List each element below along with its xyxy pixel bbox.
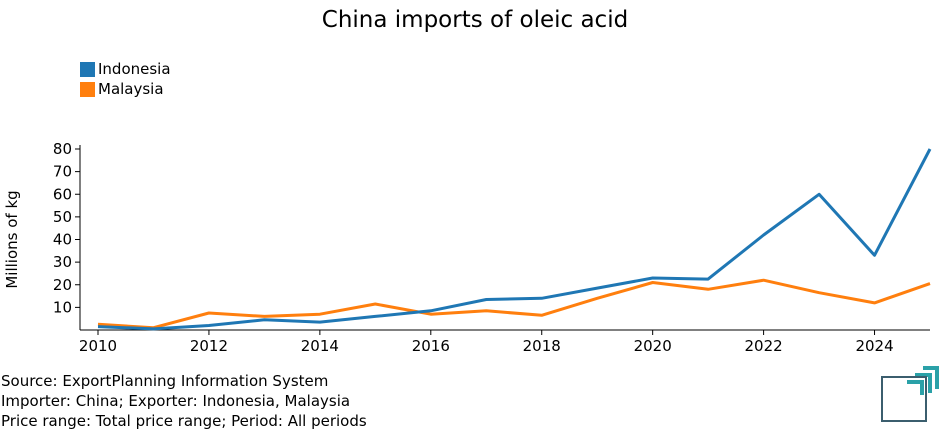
legend-item-malaysia: Malaysia: [80, 79, 171, 99]
y-axis-label: Millions of kg: [3, 190, 21, 288]
chart-title: China imports of oleic acid: [321, 7, 629, 33]
x-tick-label: 2016: [412, 337, 450, 355]
source-footer: Source: ExportPlanning Information Syste…: [1, 371, 367, 431]
y-tick-label: 80: [53, 140, 72, 158]
x-tick-label: 2024: [855, 337, 893, 355]
y-tick-label: 30: [53, 253, 72, 271]
footer-price-range: Price range: Total price range; Period: …: [1, 412, 367, 430]
y-tick-label: 50: [53, 208, 72, 226]
footer-importer-exporter: Importer: China; Exporter: Indonesia, Ma…: [1, 392, 351, 410]
legend-label-malaysia: Malaysia: [98, 80, 164, 98]
y-tick-label: 40: [53, 231, 72, 249]
x-tick-label: 2012: [190, 337, 228, 355]
exportplanning-logo-icon: [881, 366, 939, 422]
footer-source: Source: ExportPlanning Information Syste…: [1, 372, 329, 390]
legend-label-indonesia: Indonesia: [98, 60, 171, 78]
series-line-malaysia: [97, 278, 931, 330]
x-tick-label: 2020: [634, 337, 672, 355]
y-tick-label: 70: [53, 163, 72, 181]
x-tick-label: 2010: [79, 337, 117, 355]
legend-item-indonesia: Indonesia: [80, 59, 171, 79]
y-tick-label: 60: [53, 185, 72, 203]
legend-swatch-malaysia: [80, 81, 95, 97]
x-tick-label: 2018: [523, 337, 561, 355]
y-tick-label: 20: [53, 276, 72, 294]
x-tick-label: 2014: [301, 337, 339, 355]
y-tick-label: 10: [53, 298, 72, 316]
x-tick-label: 2022: [745, 337, 783, 355]
legend-swatch-indonesia: [80, 61, 95, 77]
legend: Indonesia Malaysia: [80, 59, 171, 99]
series-line-indonesia: [97, 148, 932, 331]
